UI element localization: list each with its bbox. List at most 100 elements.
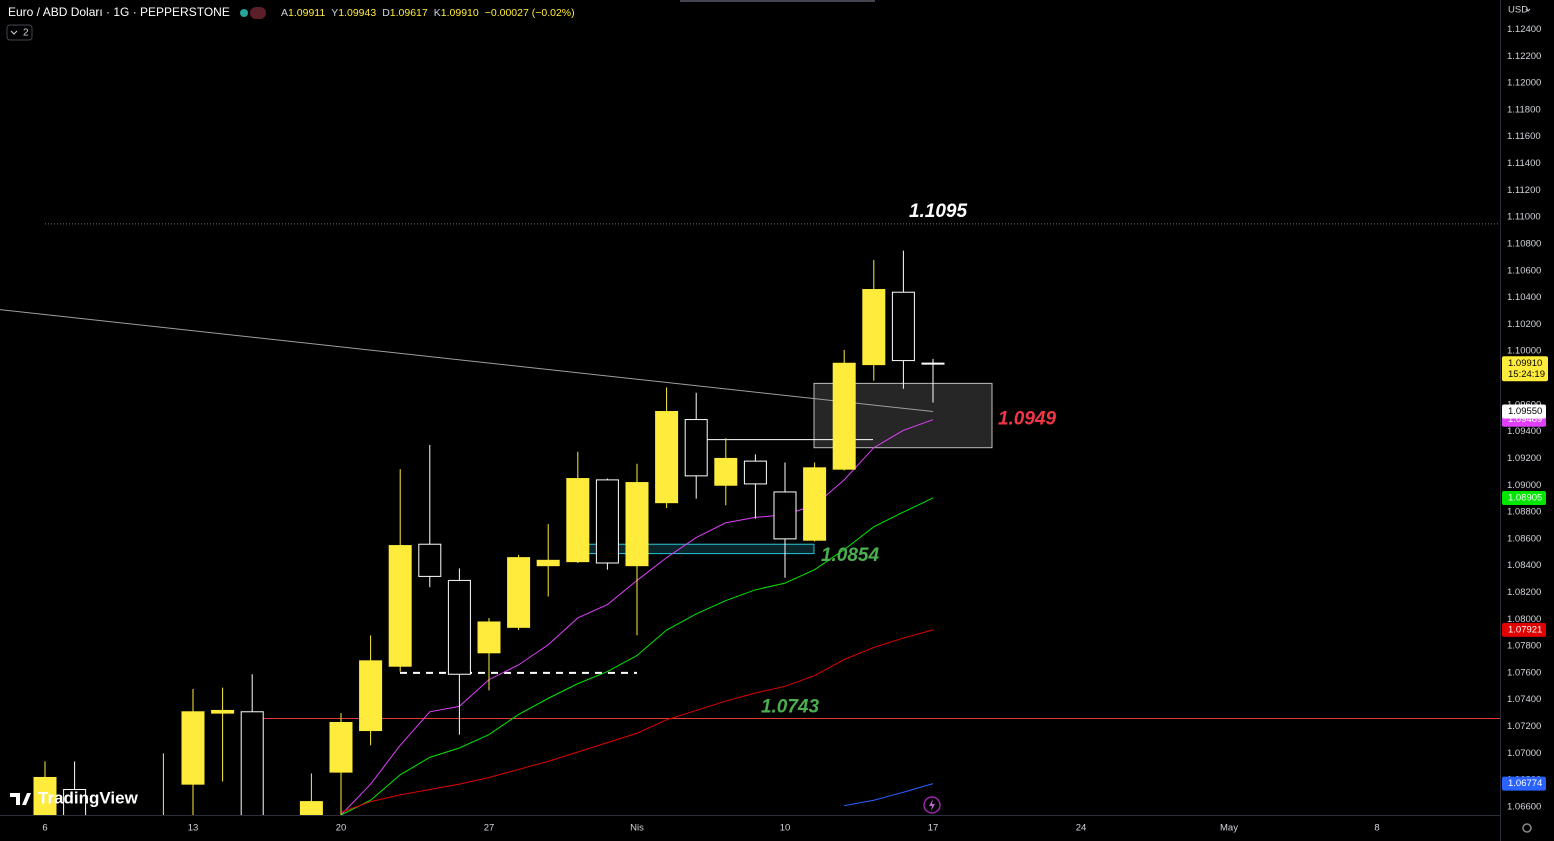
price-badge: 1.09489 [1508,414,1542,425]
candle-body [743,460,767,485]
chevron [1525,8,1531,12]
annotation-label: 1.1095 [909,201,968,222]
candle-body [684,419,708,477]
candle-body [921,362,945,365]
indicator-toggle[interactable] [6,24,33,41]
event-icon[interactable] [923,796,941,814]
y-tick-label: 1.10800 [1507,238,1541,249]
ohlc-value: 1.09943 [338,7,376,19]
ohlc-change: −0.00027 (−0.02%) [485,7,575,19]
ohlc-values: A1.09911 Y1.09943 D1.09617 K1.09910 −0.00027… [281,7,575,19]
price-badge-bg [1502,490,1546,505]
ohlc-value: 1.09910 [441,7,479,19]
candle-body [566,478,590,563]
y-tick-label: 1.10000 [1507,346,1541,357]
y-tick-label: 1.11800 [1507,104,1541,115]
candle-body [773,491,797,540]
y-tick-label: 1.11400 [1507,158,1541,169]
y-tick-label: 1.06600 [1507,801,1541,812]
candle-body [536,559,560,567]
y-tick-label: 1.10400 [1507,292,1541,303]
price-badge: 1.08905 [1508,492,1542,503]
ohlc-key: D [382,7,390,19]
price-badge-bg [1502,404,1546,419]
price-badge: 1.09550 [1508,406,1542,417]
candle-body [507,557,531,628]
current-price-bg [1502,356,1548,382]
candle-body [329,722,353,773]
y-tick-label: 1.08800 [1507,507,1541,518]
candle-body [625,482,649,567]
candle-body [418,543,442,577]
trendline [0,309,934,413]
ma-line [340,629,934,813]
y-tick-label: 1.07600 [1507,667,1541,678]
ma-line [844,783,934,807]
countdown: 15:24:19 [1508,369,1545,380]
x-tick-label: 17 [928,823,939,834]
candle-body [388,545,412,667]
ma-line [340,497,934,815]
current-price: 1.09910 [1508,358,1542,369]
x-tick-label: Nis [630,823,644,834]
currency[interactable]: USD [1508,5,1528,16]
indicator-count: 2 [23,28,29,39]
brand-logo: TradingView [10,788,139,807]
x-tick-label: 6 [42,823,47,834]
symbol-title[interactable]: Euro / ABD Doları · 1G · PEPPERSTONE [8,5,230,19]
x-tick-label: May [1220,823,1238,834]
candle-body [359,660,383,732]
candle-body [891,291,915,362]
x-tick-label: 10 [780,823,791,834]
x-tick-label: 20 [336,823,347,834]
y-tick-label: 1.09200 [1507,453,1541,464]
ohlc-value: 1.09617 [390,7,428,19]
y-tick-label: 1.10200 [1507,319,1541,330]
candle-body [63,789,87,815]
candle-body [477,621,501,654]
y-tick-label: 1.08400 [1507,560,1541,571]
annotation-label: 1.0949 [998,409,1057,430]
ohlc-key: K [434,7,441,19]
settings-icon[interactable] [1522,823,1532,833]
candle-body [714,457,738,486]
price-badge: 1.06774 [1508,778,1542,789]
y-tick-label: 1.08000 [1507,614,1541,625]
annotation-label: 1.0743 [761,697,820,718]
price-badge-bg [1502,622,1546,637]
y-tick-label: 1.10600 [1507,265,1541,276]
status-dot [240,9,248,17]
y-tick-label: 1.07800 [1507,641,1541,652]
candle-body [447,579,471,675]
status-icon [250,7,266,19]
y-tick-label: 1.07400 [1507,694,1541,705]
ohlc-key: A [281,7,288,19]
logo-mark [10,793,31,805]
x-tick-label: 13 [188,823,199,834]
candle-body [181,711,205,785]
candle-body [655,411,679,504]
y-tick-label: 1.11000 [1507,212,1541,223]
ohlc-key: Y [331,7,338,19]
y-tick-label: 1.09000 [1507,480,1541,491]
y-tick-label: 1.11600 [1507,131,1541,142]
brand-name: TradingView [38,788,139,807]
chevron [10,30,18,35]
y-tick-label: 1.12200 [1507,51,1541,62]
y-tick-label: 1.08200 [1507,587,1541,598]
candle-body [803,467,827,541]
y-tick-label: 1.07000 [1507,748,1541,759]
candle-body [33,776,57,815]
price-badge-bg [1502,776,1546,791]
price-badge: 1.07921 [1508,624,1542,635]
candle-body [299,801,323,815]
top-handle [680,0,875,2]
y-tick-label: 1.12400 [1507,24,1541,35]
x-tick-label: 8 [1374,823,1379,834]
x-tick-label: 27 [484,823,495,834]
y-tick-label: 1.12000 [1507,78,1541,89]
plot-area [0,223,1500,815]
candle-body [862,289,886,366]
